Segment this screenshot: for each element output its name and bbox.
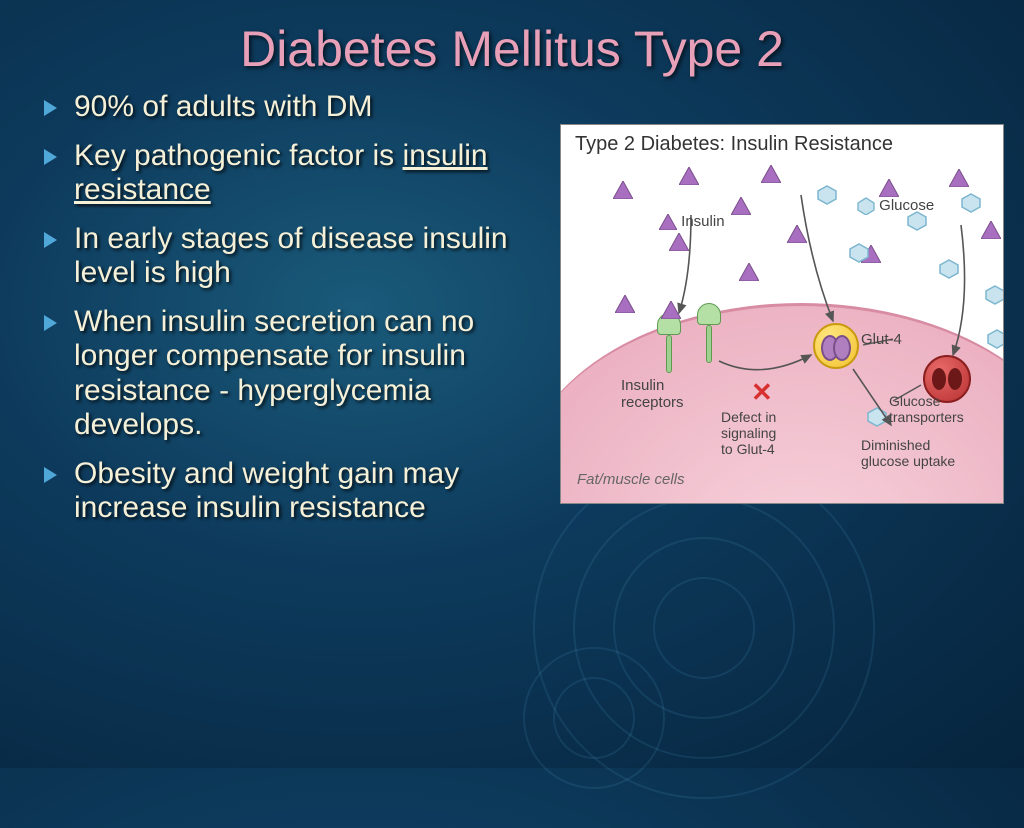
bullet-item: Key pathogenic factor is insulin resista… [40,139,540,208]
slide-body: 90% of adults with DM Key pathogenic fac… [40,90,984,540]
slide-title: Diabetes Mellitus Type 2 [40,20,984,78]
insulin-triangle-icon [679,167,699,185]
insulin-triangle-icon [615,295,635,313]
insulin-triangle-icon [661,301,681,319]
insulin-receptor-icon [657,317,681,375]
insulin-triangle-icon [949,169,969,187]
glucose-hex-icon [867,407,887,427]
label-transporters: Glucose transporters [889,393,964,425]
slide: Diabetes Mellitus Type 2 90% of adults w… [0,0,1024,768]
defect-x-icon: ✕ [751,377,773,408]
insulin-resistance-diagram: Type 2 Diabetes: Insulin Resistance ✕ [560,124,1004,504]
insulin-receptor-icon [697,307,721,365]
bullet-item: When insulin secretion can no longer com… [40,305,540,443]
insulin-triangle-icon [981,221,1001,239]
bullet-item: 90% of adults with DM [40,90,540,125]
insulin-triangle-icon [787,225,807,243]
bullet-item: Obesity and weight gain may increase ins… [40,457,540,526]
glucose-hex-icon [961,193,981,213]
insulin-triangle-icon [669,233,689,251]
label-defect: Defect in signaling to Glut-4 [721,409,776,457]
insulin-triangle-icon [739,263,759,281]
insulin-triangle-icon [731,197,751,215]
bullet-list: 90% of adults with DM Key pathogenic fac… [40,90,540,540]
label-cells: Fat/muscle cells [577,471,685,488]
label-glucose: Glucose [857,197,934,215]
label-diminished: Diminished glucose uptake [861,437,955,469]
figure-container: Type 2 Diabetes: Insulin Resistance ✕ [560,124,1004,540]
glucose-hex-icon [939,259,959,279]
label-receptors: Insulin receptors [621,377,684,411]
glucose-hex-icon [985,285,1004,305]
label-insulin: Insulin [659,213,725,230]
bullet-item: In early stages of disease insulin level… [40,222,540,291]
glut4-protein-icon [813,323,859,369]
insulin-triangle-icon [879,179,899,197]
glucose-hex-icon [817,185,837,205]
label-glut4: Glut-4 [861,331,902,348]
glucose-hex-icon [987,329,1004,349]
diagram-title: Type 2 Diabetes: Insulin Resistance [575,133,893,156]
insulin-triangle-icon [613,181,633,199]
glucose-hex-icon [849,243,869,263]
insulin-triangle-icon [761,165,781,183]
